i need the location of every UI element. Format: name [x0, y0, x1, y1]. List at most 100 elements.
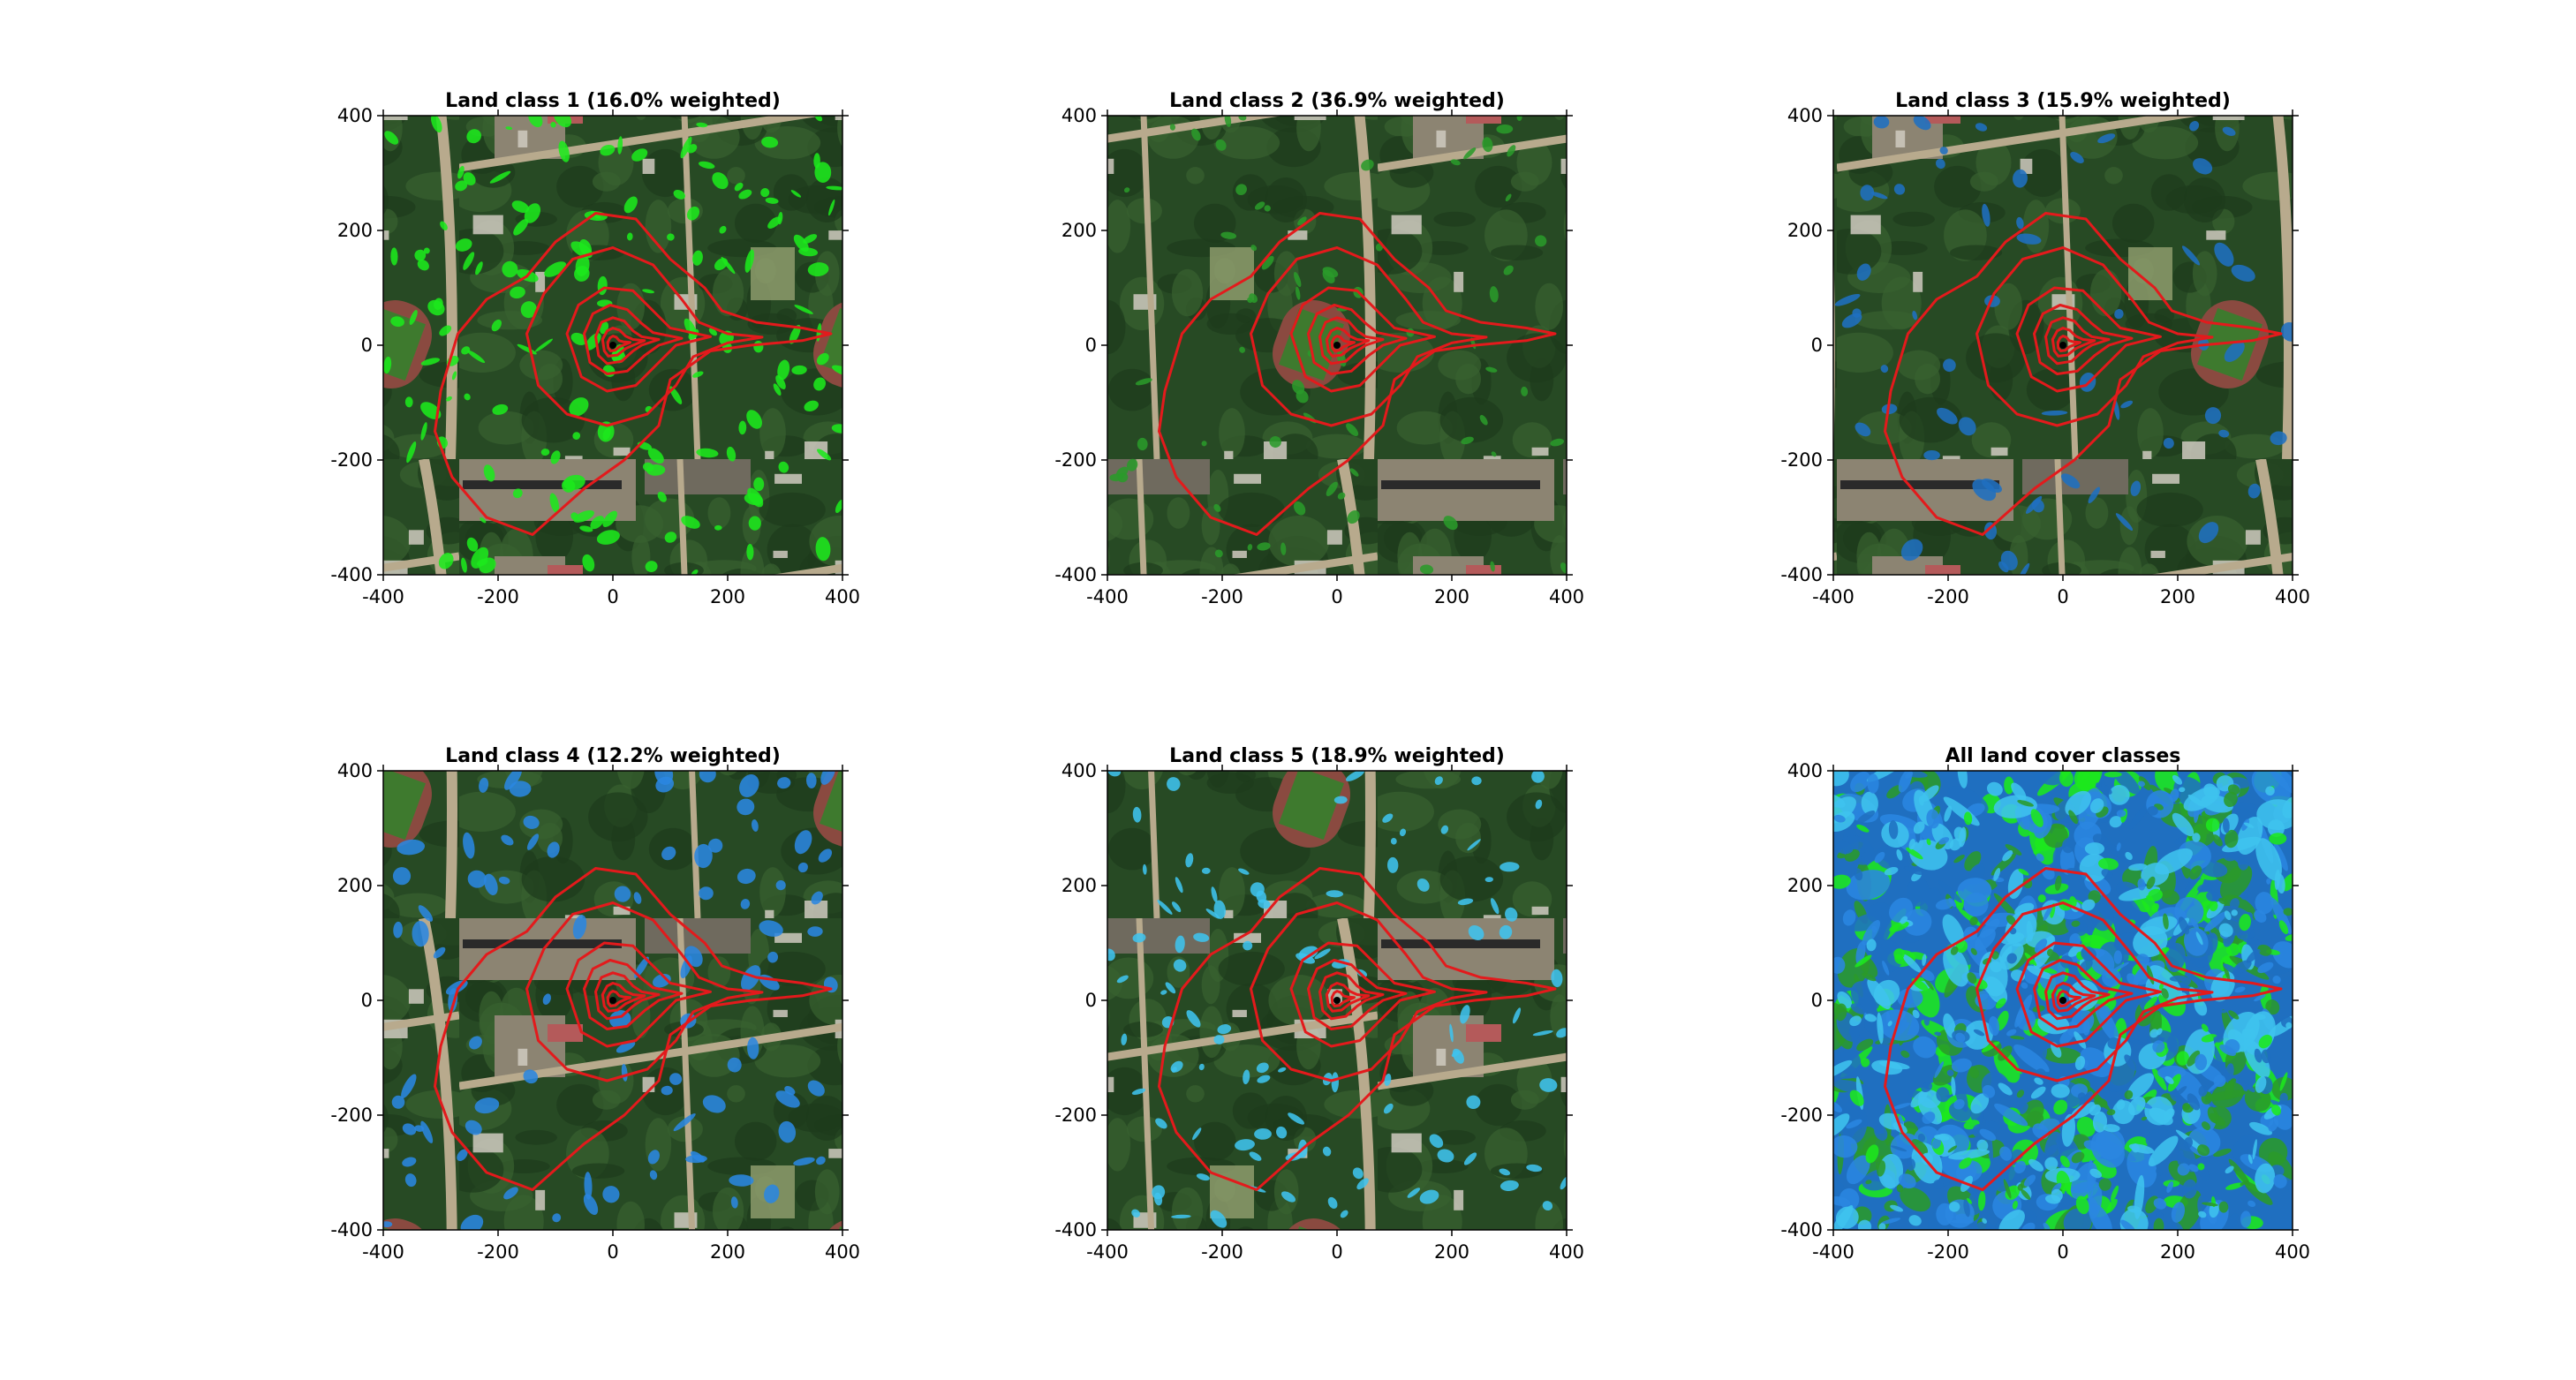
x-tick-label: 0 [2057, 1241, 2068, 1263]
footprint-contour [1289, 941, 1436, 1048]
footprint-contour [525, 246, 764, 427]
y-tick-label: 0 [361, 335, 373, 356]
x-tick-label: 200 [710, 1241, 745, 1263]
y-tick-label: -400 [330, 564, 373, 585]
footprint-contour [1250, 901, 1488, 1082]
x-tick-label: -400 [1086, 1241, 1129, 1263]
panel-title: Land class 4 (12.2% weighted) [445, 745, 781, 767]
tower-marker [1333, 997, 1341, 1004]
panel-3-image [1833, 116, 2293, 575]
y-tick-label: 400 [1787, 105, 1823, 126]
x-tick-label: -200 [477, 1241, 519, 1263]
footprint-contour [1330, 990, 1356, 1007]
x-tick-label: 0 [607, 586, 618, 607]
y-tick-label: -400 [1780, 564, 1823, 585]
y-tick-label: -400 [1780, 1219, 1823, 1240]
panel-5-image [1107, 771, 1567, 1230]
x-tick-label: -400 [1812, 586, 1855, 607]
y-tick-label: 200 [1061, 875, 1097, 896]
footprint-contour [583, 304, 684, 375]
y-tick-label: 200 [1787, 220, 1823, 241]
footprint-contour [1307, 959, 1408, 1030]
x-tick-label: 400 [1549, 1241, 1584, 1263]
x-tick-label: 200 [2160, 1241, 2195, 1263]
y-tick-label: 400 [1061, 105, 1097, 126]
footprint-contour [1289, 286, 1436, 393]
x-tick-label: 200 [1434, 586, 1469, 607]
y-tick-label: 0 [1811, 990, 1823, 1011]
footprint-contour [2044, 971, 2111, 1021]
panel-4: -400 -200 0 200 400 -400 -200 0 200 400 Land class… [330, 745, 860, 1263]
footprint-contour [606, 335, 631, 352]
footprint-contour [1325, 327, 1371, 358]
panel-6: -400 -200 0 200 400 -400 -200 0 200 400 All land c… [1780, 745, 2310, 1263]
x-tick-label: 200 [2160, 586, 2195, 607]
footprint-contour [601, 982, 646, 1013]
footprint-contour [594, 316, 661, 366]
y-tick-label: 400 [337, 105, 373, 126]
footprint-contour [594, 971, 661, 1021]
y-tick-label: 200 [1787, 875, 1823, 896]
x-tick-label: 0 [1331, 586, 1342, 607]
y-tick-label: -200 [330, 449, 373, 471]
panel-4-class-mask [383, 771, 838, 1230]
footprint-contour [1318, 971, 1385, 1021]
x-tick-label: 200 [1434, 1241, 1469, 1263]
panel-1-class-mask [383, 116, 842, 575]
tower-marker [609, 997, 616, 1004]
panel-1: -400 -200 0 200 400 -400 -200 0 200 400 Land class… [330, 90, 860, 607]
footprint-contour [565, 941, 712, 1048]
footprint-contour [2015, 286, 2162, 393]
panel-3-class-mask [1834, 116, 2293, 575]
footprint-contour [2015, 941, 2162, 1048]
footprint-contour [1318, 316, 1385, 366]
y-tick-label: -400 [1054, 1219, 1097, 1240]
tower-marker [2059, 997, 2066, 1004]
footprint-contour [1884, 867, 2283, 1191]
y-tick-label: -200 [330, 1105, 373, 1126]
x-tick-label: -200 [1201, 586, 1243, 607]
footprint-contour [1975, 246, 2214, 427]
x-tick-label: 0 [2057, 586, 2068, 607]
footprint-contour [525, 901, 764, 1082]
y-tick-label: 0 [1085, 335, 1097, 356]
panel-4-image [383, 771, 842, 1230]
y-tick-label: -400 [1054, 564, 1097, 585]
panel-6-footprint-contours [1884, 867, 2283, 1191]
y-tick-label: 0 [1811, 335, 1823, 356]
x-tick-label: -400 [1086, 586, 1129, 607]
x-tick-label: 0 [607, 1241, 618, 1263]
x-tick-label: -200 [477, 586, 519, 607]
y-tick-label: 200 [337, 220, 373, 241]
panel-4-footprint-contours [434, 867, 833, 1191]
y-tick-label: -400 [330, 1219, 373, 1240]
x-tick-label: -200 [1927, 586, 1969, 607]
y-tick-label: 200 [337, 875, 373, 896]
panel-2: -400 -200 0 200 400 -400 -200 0 200 400 Land class… [1054, 90, 1584, 607]
panel-6-image [1833, 771, 2293, 1230]
x-tick-label: 0 [1331, 1241, 1342, 1263]
footprint-contour [1330, 335, 1356, 352]
footprint-contour [2044, 316, 2111, 366]
footprint-contour [434, 867, 833, 1191]
panel-1-image [383, 116, 842, 575]
footprint-contour [606, 990, 631, 1007]
x-tick-label: -200 [1201, 1241, 1243, 1263]
x-tick-label: 200 [710, 586, 745, 607]
panel-5: -400 -200 0 200 400 -400 -200 0 200 400 Land class… [1054, 745, 1584, 1263]
tower-marker [1333, 342, 1341, 349]
footprint-contour [583, 959, 684, 1030]
footprint-contour [565, 286, 712, 393]
y-tick-label: -200 [1054, 1105, 1097, 1126]
footprint-contour [601, 327, 646, 358]
footprint-contour [1975, 901, 2214, 1082]
footprint-contour [1250, 246, 1488, 427]
y-tick-label: 0 [1085, 990, 1097, 1011]
panel-title: Land class 1 (16.0% weighted) [445, 90, 781, 112]
x-tick-label: -400 [362, 1241, 404, 1263]
footprint-contour [1307, 304, 1408, 375]
panel-2-image [1107, 116, 1567, 575]
footprint-contour [2033, 304, 2134, 375]
footprint-contour [2033, 959, 2134, 1030]
